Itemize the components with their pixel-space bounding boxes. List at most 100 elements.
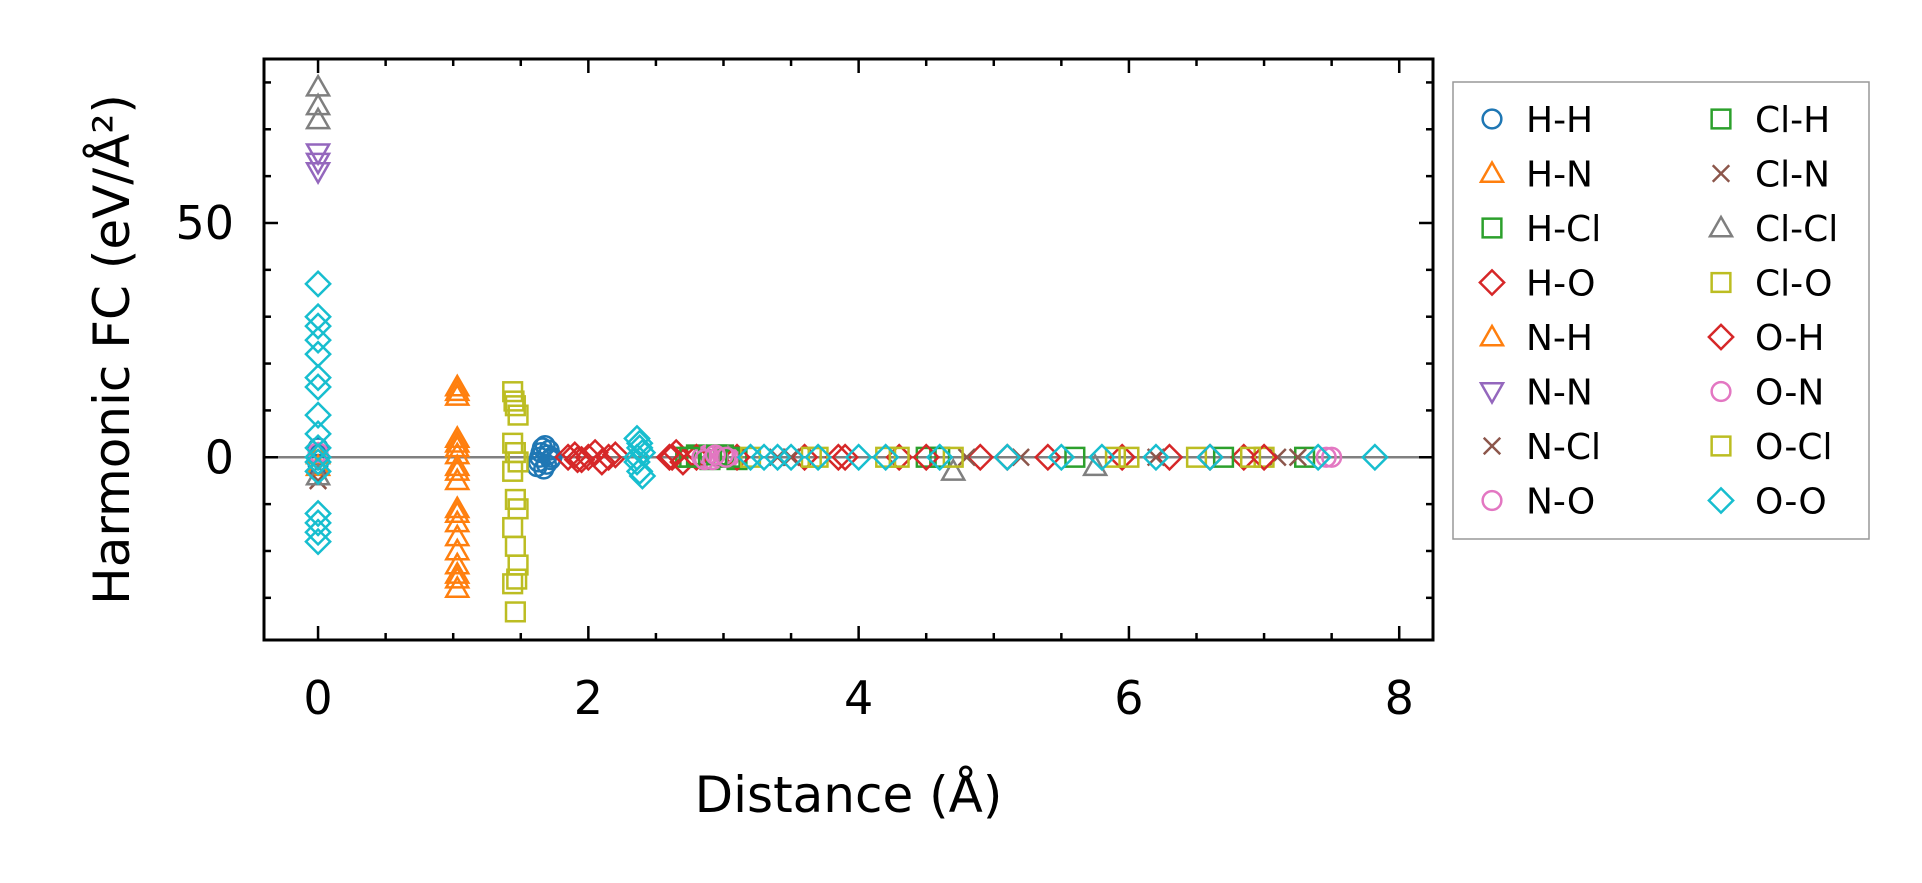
legend-item-n-n: N-N	[1478, 373, 1593, 414]
point-h-cl	[1294, 446, 1316, 468]
point-h-n	[444, 495, 471, 519]
point-h-o	[885, 443, 914, 472]
point-o-o	[304, 457, 332, 486]
legend-item-n-cl: N-Cl	[1482, 427, 1601, 468]
point-o-o	[304, 270, 332, 298]
point-o-n	[693, 449, 716, 471]
point-cl-o	[504, 535, 526, 557]
legend-label: N-O	[1526, 482, 1595, 523]
point-n-cl	[957, 448, 976, 467]
point-h-o	[669, 448, 697, 476]
point-cl-cl	[1081, 453, 1109, 477]
point-o-o	[625, 429, 654, 458]
point-h-o	[655, 443, 684, 472]
legend-label: H-H	[1526, 100, 1593, 141]
point-h-cl	[1064, 446, 1086, 468]
point-cl-o	[942, 446, 964, 468]
legend-label: Cl-Cl	[1755, 209, 1838, 250]
point-o-o	[1196, 443, 1224, 472]
legend-item-cl-o: Cl-O	[1710, 264, 1832, 305]
point-o-cl	[506, 568, 528, 590]
point-o-h	[563, 445, 592, 474]
legend-label: Cl-O	[1755, 264, 1832, 305]
legend-item-h-h: H-H	[1481, 100, 1593, 141]
legend-marker-n-h	[1478, 323, 1506, 347]
legend-label: Cl-H	[1755, 100, 1830, 141]
point-cl-o	[507, 404, 529, 426]
legend-item-cl-cl: Cl-Cl	[1707, 209, 1838, 250]
point-cl-h	[929, 446, 951, 468]
legend-label: H-N	[1526, 155, 1593, 196]
legend-marker-o-cl	[1710, 435, 1732, 457]
point-h-o	[1033, 443, 1062, 472]
legend-label: O-H	[1755, 318, 1824, 359]
point-o-o	[804, 443, 832, 472]
legend-marker-cl-n	[1711, 164, 1731, 183]
legend-item-h-n: H-N	[1478, 155, 1593, 196]
series-n-n	[304, 143, 332, 185]
legend-marker-cl-h	[1710, 108, 1732, 130]
point-o-o	[1304, 443, 1332, 472]
series-o-o	[304, 270, 1389, 556]
legend-box	[1452, 81, 1870, 540]
legend-label: N-H	[1526, 318, 1593, 359]
point-o-o	[628, 462, 657, 490]
legend: H-H H-N H-Cl H-O N-H N-N N-Cl N-O Cl-H Cl-N Cl-Cl C…	[1452, 81, 1870, 540]
series-cl-o	[502, 381, 1275, 623]
point-o-o	[304, 401, 332, 429]
point-n-o	[307, 441, 329, 464]
legend-label: O-O	[1755, 482, 1827, 523]
point-h-n	[444, 453, 471, 477]
legend-label: H-Cl	[1526, 209, 1601, 250]
legend-label: N-Cl	[1526, 427, 1601, 468]
point-o-o	[304, 302, 332, 331]
axis-ticks-group	[264, 59, 1433, 640]
legend-item-h-o: H-O	[1478, 264, 1595, 305]
point-o-o	[623, 448, 651, 476]
point-o-o	[993, 443, 1022, 472]
legend-label: O-Cl	[1755, 427, 1832, 468]
point-n-h	[444, 429, 471, 453]
legend-marker-o-h	[1707, 323, 1735, 351]
legend-item-o-h: O-H	[1707, 318, 1824, 359]
point-h-o	[574, 443, 603, 472]
point-n-h	[444, 499, 471, 523]
series-n-h	[444, 378, 471, 584]
point-cl-n	[1288, 448, 1307, 467]
point-o-o	[750, 443, 778, 472]
point-cl-cl	[304, 92, 332, 116]
tick-labels-group: 0 2 4 6 8 0 50	[175, 196, 1413, 725]
point-h-o	[581, 438, 609, 467]
point-o-o	[304, 508, 332, 537]
x-axis-title: Distance (Å)	[695, 766, 1003, 824]
legend-item-n-o: N-O	[1481, 482, 1595, 523]
point-h-o	[587, 448, 616, 476]
series-o-n	[693, 444, 1343, 471]
point-h-n	[444, 537, 471, 561]
point-h-o	[601, 441, 630, 469]
point-o-o	[304, 312, 332, 340]
point-h-o	[594, 443, 623, 472]
point-cl-h	[679, 446, 701, 468]
legend-marker-h-o	[1478, 268, 1506, 297]
legend-marker-n-o	[1481, 489, 1503, 512]
legend-label: Cl-N	[1755, 155, 1830, 196]
point-cl-o	[1253, 446, 1275, 468]
point-o-o	[763, 443, 792, 472]
legend-item-n-h: N-H	[1478, 318, 1593, 359]
point-o-o	[304, 499, 332, 528]
point-o-n	[704, 444, 726, 466]
point-h-o	[1108, 443, 1137, 472]
point-o-o	[777, 443, 805, 472]
point-h-n	[444, 523, 471, 547]
legend-item-o-cl: O-Cl	[1710, 427, 1832, 468]
point-cl-o	[1104, 446, 1127, 468]
point-cl-o	[502, 460, 524, 482]
point-h-n	[444, 441, 471, 465]
point-h-o	[1229, 443, 1258, 472]
point-o-n	[715, 446, 737, 468]
legend-marker-h-h	[1481, 108, 1503, 130]
point-cl-o	[739, 446, 762, 468]
point-cl-cl	[304, 106, 332, 130]
point-n-o	[1315, 446, 1337, 468]
